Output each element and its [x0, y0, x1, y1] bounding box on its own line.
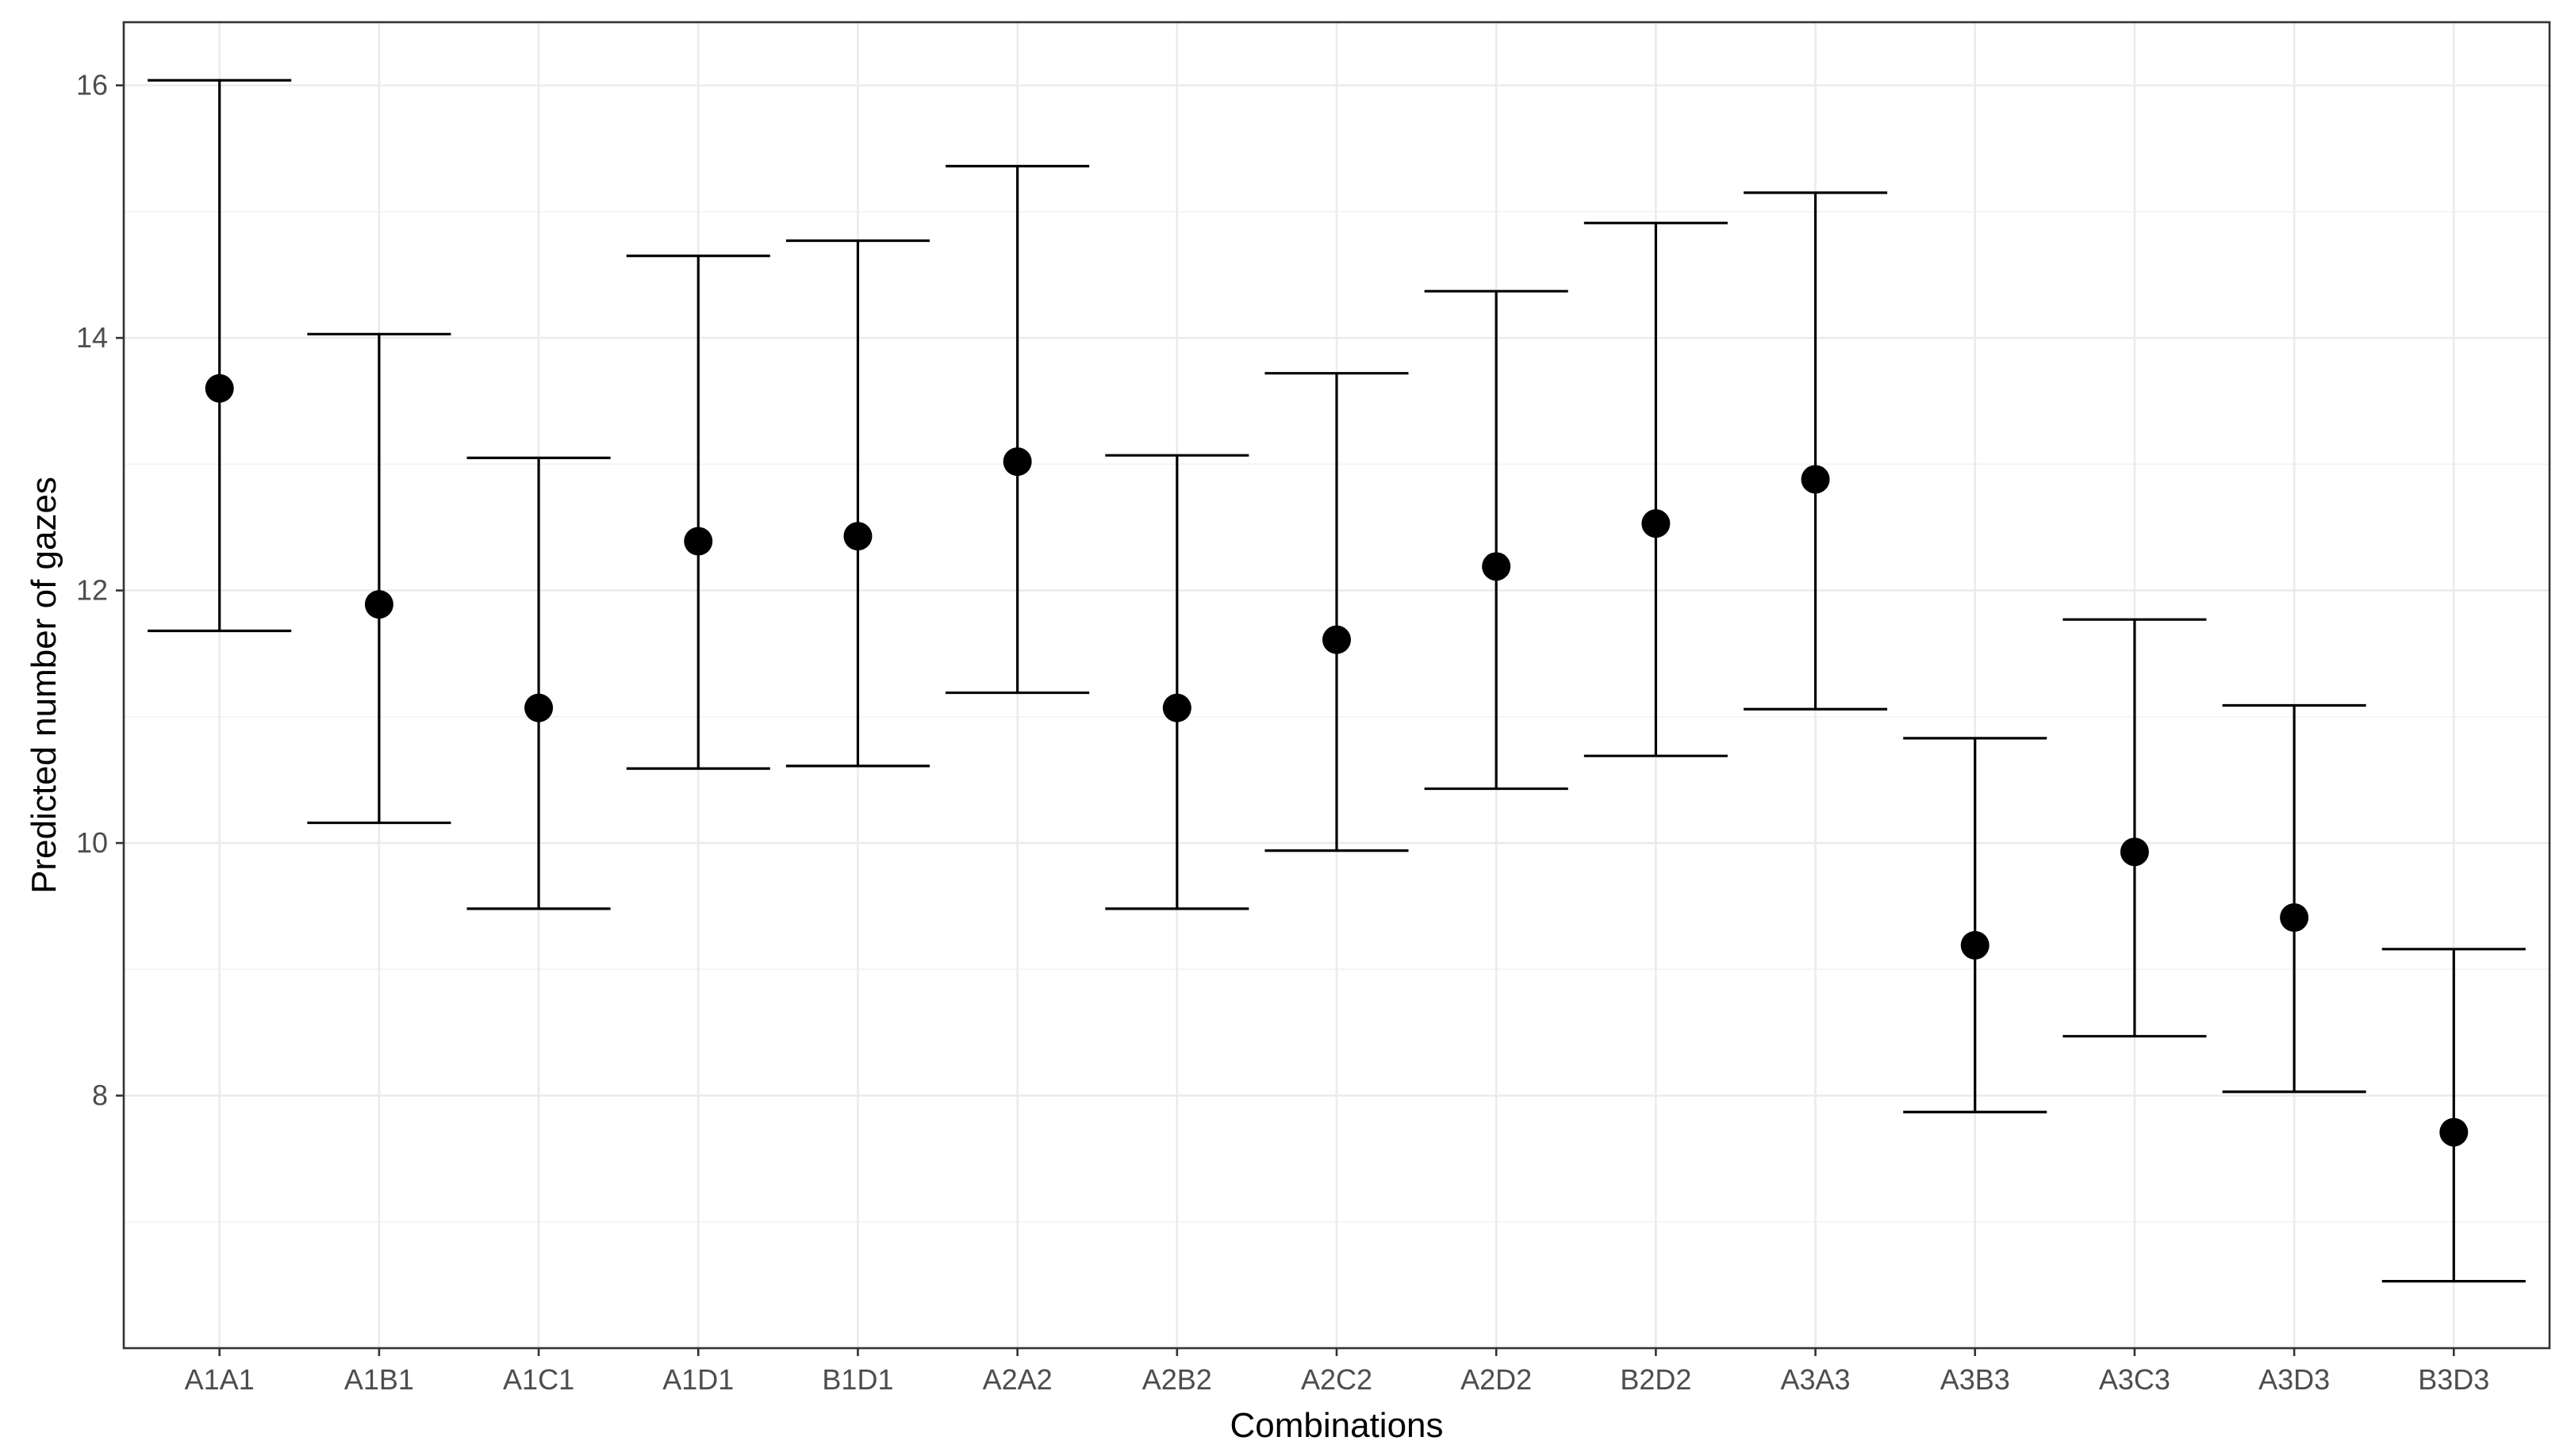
- x-tick-label-b1d1: B1D1: [822, 1363, 893, 1396]
- y-tick-label: 16: [76, 69, 108, 102]
- x-axis-title: Combinations: [1230, 1406, 1443, 1445]
- data-point-a2c2: [1322, 625, 1351, 654]
- error-bars: [148, 79, 2526, 1283]
- data-point-a3a3: [1801, 465, 1830, 494]
- errorbar-b1d1: [785, 239, 930, 768]
- x-tick-label-a3c3: A3C3: [2099, 1363, 2170, 1396]
- errorbar-a3d3: [2222, 703, 2366, 1094]
- data-point-a3c3: [2120, 837, 2149, 867]
- errorbar-a1b1: [307, 332, 451, 825]
- data-point-b2d2: [1641, 509, 1671, 538]
- x-tick-label-a1d1: A1D1: [662, 1363, 734, 1396]
- y-tick-label: 8: [92, 1079, 108, 1112]
- data-point-a3b3: [1960, 931, 1990, 960]
- x-tick-label-a2c2: A2C2: [1301, 1363, 1372, 1396]
- x-tick-label-a2a2: A2A2: [983, 1363, 1053, 1396]
- y-axis: 8 10 12 14 16: [76, 69, 124, 1112]
- data-points: [205, 374, 2469, 1147]
- y-tick-label: 10: [76, 826, 108, 859]
- y-tick-label: 12: [76, 574, 108, 607]
- data-point-a3d3: [2280, 902, 2309, 932]
- errorbar-a1a1: [148, 79, 292, 633]
- errorbar-a1c1: [466, 456, 611, 910]
- errorbar-a1d1: [626, 254, 770, 770]
- errorbar-a2b2: [1105, 454, 1249, 910]
- x-tick-label-a2b2: A2B2: [1142, 1363, 1212, 1396]
- x-tick-label-a1b1: A1B1: [344, 1363, 414, 1396]
- x-tick-label-a3a3: A3A3: [1781, 1363, 1851, 1396]
- y-axis-title: Predicted number of gazes: [25, 477, 63, 894]
- errorbar-a2d2: [1424, 289, 1568, 791]
- y-tick-label: 14: [76, 321, 108, 354]
- errorbar-a2c2: [1264, 372, 1409, 853]
- data-point-b1d1: [843, 522, 873, 551]
- x-tick-label-b3d3: B3D3: [2418, 1363, 2489, 1396]
- data-point-a2d2: [1482, 552, 1511, 581]
- x-tick-label-a1c1: A1C1: [503, 1363, 574, 1396]
- x-tick-label-a1a1: A1A1: [185, 1363, 255, 1396]
- x-tick-label-a3d3: A3D3: [2258, 1363, 2330, 1396]
- data-point-a1c1: [524, 693, 554, 722]
- errorbar-a2a2: [946, 164, 1090, 695]
- data-point-b3d3: [2439, 1117, 2469, 1147]
- x-tick-label-b2d2: B2D2: [1620, 1363, 1691, 1396]
- data-point-a1d1: [684, 527, 713, 556]
- data-point-a1a1: [205, 374, 234, 403]
- x-axis: A1A1 A1B1 A1C1 A1D1 B1D1 A2A2 A2B2 A2C2 A2D2 B2D2…: [185, 1348, 2489, 1396]
- errorbar-a3c3: [2062, 618, 2207, 1038]
- errorbar-b2d2: [1583, 221, 1728, 757]
- data-point-a1b1: [364, 590, 393, 619]
- errorbar-a3a3: [1744, 191, 1888, 711]
- data-point-a2b2: [1162, 693, 1191, 722]
- x-tick-label-a3b3: A3B3: [1940, 1363, 2010, 1396]
- data-point-a2a2: [1003, 447, 1032, 477]
- errorbar-a3b3: [1903, 737, 2047, 1113]
- errorbar-b3d3: [2381, 948, 2526, 1283]
- x-tick-label-a2d2: A2D2: [1460, 1363, 1532, 1396]
